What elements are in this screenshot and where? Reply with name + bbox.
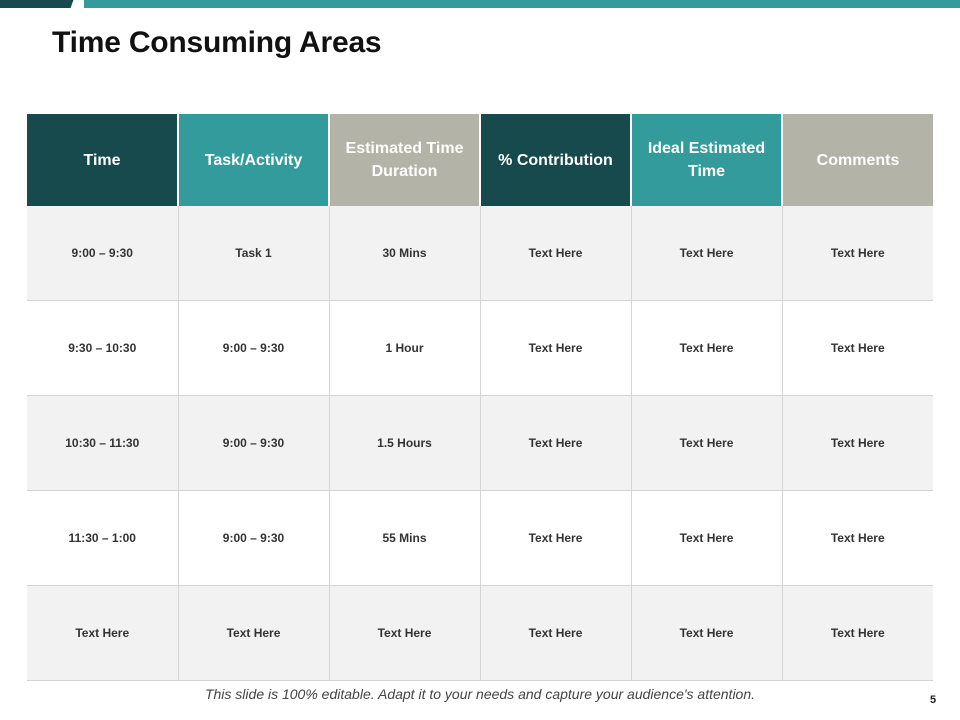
table-cell: Text Here: [480, 300, 632, 396]
top-bar-teal-segment: [84, 0, 960, 8]
footer-note: This slide is 100% editable. Adapt it to…: [204, 686, 756, 702]
table-row: 10:30 – 11:30 9:00 – 9:30 1.5 Hours Text…: [27, 395, 933, 491]
header-time: Time: [27, 114, 179, 206]
table-cell: Text Here: [782, 300, 933, 396]
table-cell: Text Here: [178, 585, 330, 681]
table-cell: 1 Hour: [329, 300, 481, 396]
table-cell: Text Here: [782, 585, 933, 681]
table-row: 11:30 – 1:00 9:00 – 9:30 55 Mins Text He…: [27, 490, 933, 586]
table-cell: Text Here: [27, 585, 179, 681]
table-cell: Text Here: [782, 395, 933, 491]
header-task-activity: Task/Activity: [178, 114, 330, 206]
table-row: Text Here Text Here Text Here Text Here …: [27, 585, 933, 681]
top-bar-slash: [64, 0, 74, 8]
top-accent-bar: [0, 0, 960, 8]
header-percent-contribution: % Contribution: [480, 114, 632, 206]
table-header-row: Time Task/Activity Estimated Time Durati…: [27, 114, 933, 206]
header-estimated-time-duration: Estimated Time Duration: [329, 114, 481, 206]
slide-title: Time Consuming Areas: [52, 26, 382, 59]
table-cell: Text Here: [329, 585, 481, 681]
page-number: 5: [930, 694, 937, 706]
time-table: Time Task/Activity Estimated Time Durati…: [27, 114, 933, 681]
table-cell: Text Here: [631, 300, 783, 396]
table-cell: Text Here: [480, 206, 632, 301]
table-cell: Text Here: [480, 490, 632, 586]
header-comments: Comments: [782, 114, 933, 206]
table-cell: 9:00 – 9:30: [178, 300, 330, 396]
table-cell: Text Here: [480, 395, 632, 491]
table-cell: 55 Mins: [329, 490, 481, 586]
table-cell: 9:30 – 10:30: [27, 300, 179, 396]
table-cell: Text Here: [631, 395, 783, 491]
header-ideal-estimated-time: Ideal Estimated Time: [631, 114, 783, 206]
table-cell: 9:00 – 9:30: [178, 490, 330, 586]
table-cell: 10:30 – 11:30: [27, 395, 179, 491]
top-bar-dark-segment: [0, 0, 70, 8]
table-cell: Text Here: [631, 206, 783, 301]
table-cell: Text Here: [631, 585, 783, 681]
table-cell: Text Here: [782, 206, 933, 301]
table-cell: 11:30 – 1:00: [27, 490, 179, 586]
table-cell: 30 Mins: [329, 206, 481, 301]
table-cell: Task 1: [178, 206, 330, 301]
table-cell: 9:00 – 9:30: [178, 395, 330, 491]
table-cell: 1.5 Hours: [329, 395, 481, 491]
table-cell: Text Here: [631, 490, 783, 586]
table-row: 9:30 – 10:30 9:00 – 9:30 1 Hour Text Her…: [27, 300, 933, 396]
table-cell: 9:00 – 9:30: [27, 206, 179, 301]
table-cell: Text Here: [782, 490, 933, 586]
table-row: 9:00 – 9:30 Task 1 30 Mins Text Here Tex…: [27, 206, 933, 301]
table-cell: Text Here: [480, 585, 632, 681]
